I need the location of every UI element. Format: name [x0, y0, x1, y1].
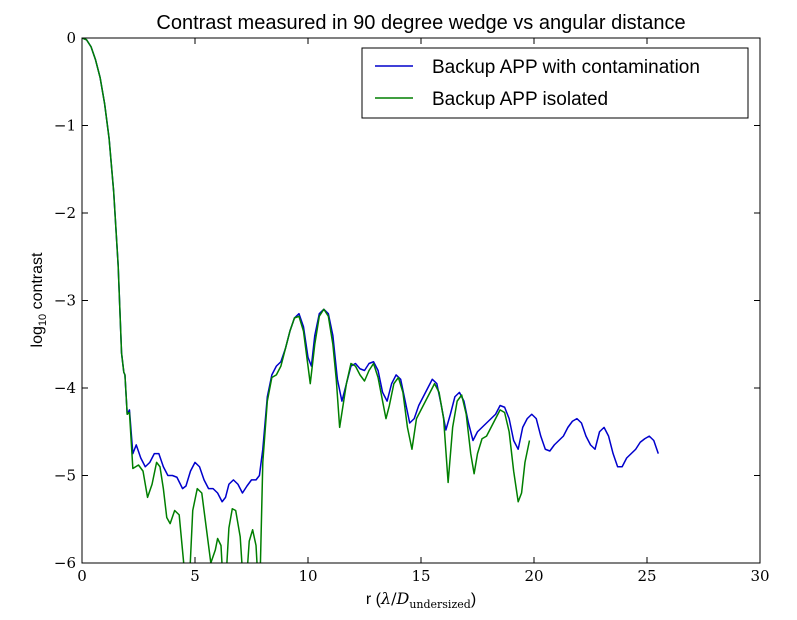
chart-title: Contrast measured in 90 degree wedge vs …: [156, 12, 685, 34]
legend: Backup APP with contamination Backup APP…: [361, 47, 749, 119]
x-axis-label-prefix: r (: [366, 591, 382, 608]
x-tick-labels: 0 5 10 15 20 25 30: [77, 567, 769, 585]
x-tick-label-0: 0: [77, 567, 87, 585]
y-tick-label-0: 0: [66, 29, 76, 47]
y-tick-label-5: −5: [54, 467, 76, 485]
y-tick-label-4: −4: [54, 379, 76, 397]
y-axis-label-subscript: 10: [37, 314, 49, 326]
x-axis-label: r (λ/Dundersized): [366, 589, 476, 611]
x-tick-label-3: 15: [411, 567, 430, 585]
x-axis-label-slash: /: [391, 589, 397, 608]
legend-label-contamination: Backup APP with contamination: [432, 57, 700, 78]
plot-frame: [81, 37, 761, 564]
y-tick-labels: 0 −1 −2 −3 −4 −5 −6: [54, 29, 76, 572]
plot-background: [82, 38, 760, 563]
lines-layer: [82, 38, 660, 563]
x-axis-label-subscript: undersized: [409, 598, 471, 611]
x-tick-label-2: 10: [298, 567, 317, 585]
y-tick-label-1: −1: [54, 117, 76, 135]
x-axis-label-lambda: λ: [380, 589, 391, 608]
x-tick-label-4: 20: [524, 567, 543, 585]
x-tick-label-5: 25: [637, 567, 656, 585]
x-tick-label-6: 30: [750, 567, 769, 585]
x-tick-label-1: 5: [190, 567, 200, 585]
x-axis-label-d: D: [395, 589, 409, 608]
x-axis-label-suffix: ): [471, 591, 476, 608]
legend-box: [361, 47, 749, 119]
y-axis-label-suffix: contrast: [29, 252, 46, 314]
y-tick-label-3: −3: [54, 292, 76, 310]
legend-label-isolated: Backup APP isolated: [432, 89, 608, 110]
series-line-0: [82, 38, 660, 503]
plot-area: [81, 37, 761, 564]
y-tick-label-6: −6: [54, 554, 76, 572]
y-axis-label: log10 contrast: [29, 252, 49, 348]
y-axis-label-prefix: log: [29, 326, 46, 347]
y-tick-label-2: −2: [54, 204, 76, 222]
series-line-1: [82, 38, 531, 563]
